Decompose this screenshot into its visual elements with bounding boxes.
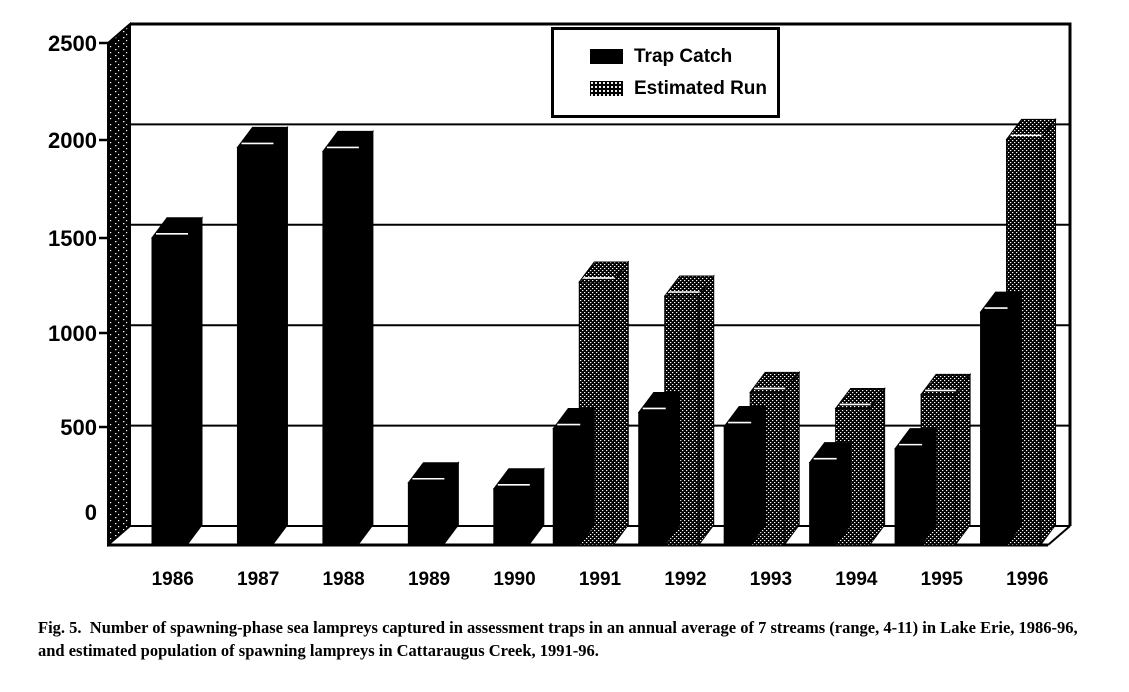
x-category-label-1989: 1989: [408, 569, 450, 590]
bar-trap-catch-1996: [979, 290, 1023, 547]
y-tick-label-2500: 2500: [48, 31, 97, 56]
y-tick-label-1500: 1500: [48, 226, 97, 251]
legend-item-estimated-run: Estimated Run: [590, 78, 777, 100]
figure-caption: Fig. 5. Number of spawning-phase sea lam…: [38, 618, 1082, 660]
bar-trap-catch-1987: [236, 125, 289, 547]
x-category-label-1993: 1993: [750, 569, 792, 590]
y-tick-label-0: 0: [85, 500, 97, 525]
bar-trap-catch-1988: [321, 129, 374, 547]
bar-trap-catch-1991: [552, 407, 596, 547]
bar-trap-catch-1986: [151, 216, 203, 547]
x-category-label-1996: 1996: [1006, 569, 1048, 590]
y-tick-label-500: 500: [60, 415, 97, 440]
estimated-run-swatch-icon: [590, 81, 623, 96]
trap-catch-swatch-icon: [590, 49, 623, 64]
x-category-label-1990: 1990: [493, 569, 535, 590]
bar-trap-catch-1995: [894, 427, 938, 547]
bar-trap-catch-1994: [808, 441, 852, 547]
bar-trap-catch-1990: [492, 467, 545, 547]
bar-chart-canvas: 0 500 1000 1500 2000 2500 1986 1987 1988 1989 1990…: [48, 21, 1072, 590]
y-tick-label-2000: 2000: [48, 128, 97, 153]
chart-legend: Trap Catch Estimated Run: [551, 27, 780, 118]
legend-item-label: Estimated Run: [634, 77, 768, 99]
bar-trap-catch-1993: [723, 405, 767, 547]
legend-item-trap-catch: Trap Catch: [590, 46, 777, 68]
x-category-label-1986: 1986: [152, 569, 194, 590]
y-axis-wall: [107, 21, 131, 548]
x-category-label-1994: 1994: [835, 569, 878, 590]
legend-item-label: Trap Catch: [634, 45, 733, 67]
floor-right-edge: [1047, 525, 1071, 546]
y-tick-label-1000: 1000: [48, 321, 97, 346]
bar-trap-catch-1989: [407, 461, 460, 547]
x-category-label-1991: 1991: [579, 569, 622, 590]
x-category-label-1988: 1988: [322, 569, 364, 590]
x-category-label-1995: 1995: [921, 569, 964, 590]
x-category-label-1992: 1992: [664, 569, 706, 590]
bar-trap-catch-1992: [637, 390, 681, 547]
plot-back-wall: [130, 22, 1072, 526]
x-category-label-1987: 1987: [237, 569, 279, 590]
